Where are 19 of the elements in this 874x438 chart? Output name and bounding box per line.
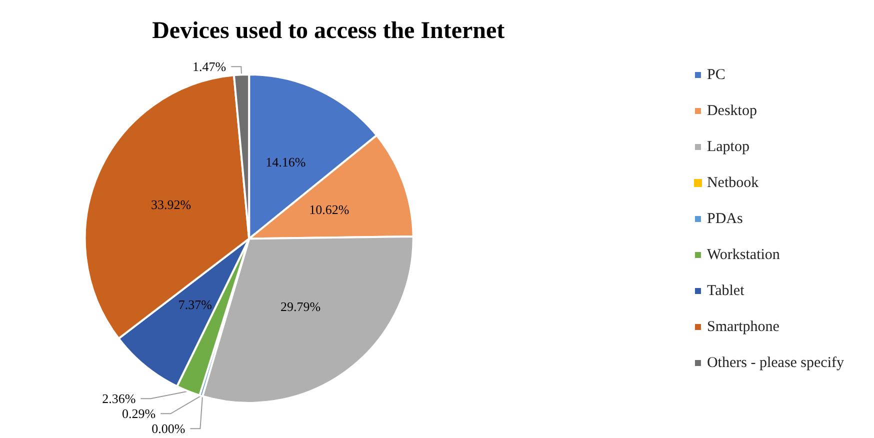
data-label: 2.36% — [102, 391, 136, 406]
legend-label: Netbook — [706, 175, 760, 191]
data-label: 7.37% — [178, 297, 212, 312]
data-label: 29.79% — [280, 299, 321, 314]
legend-label: Others - please specify — [706, 355, 844, 371]
data-label: 10.62% — [309, 202, 350, 218]
legend-label: PDAs — [706, 211, 743, 227]
legend-label: Desktop — [706, 103, 757, 119]
data-label: 14.16% — [266, 154, 306, 170]
legend-label: Laptop — [706, 139, 750, 155]
data-label: 0.29% — [122, 406, 156, 422]
data-label: 1.47% — [192, 59, 226, 74]
chart-title: Devices used to access the Internet — [152, 18, 505, 44]
data-label: 33.92% — [151, 197, 192, 212]
legend-label: PC — [706, 67, 726, 83]
legend-label: Smartphone — [706, 319, 780, 335]
legend-label: Workstation — [706, 247, 780, 263]
text: 0.00% — [152, 421, 186, 436]
legend-label: Tablet — [706, 283, 746, 299]
